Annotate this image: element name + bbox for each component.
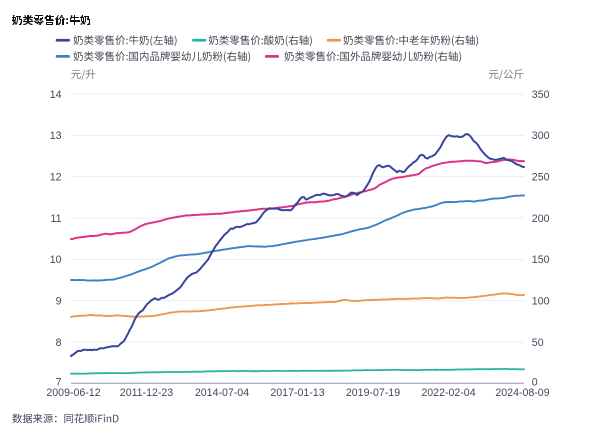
svg-text:250: 250 (532, 172, 550, 184)
svg-text:2022-02-04: 2022-02-04 (421, 387, 475, 399)
svg-text:2024-08-09: 2024-08-09 (495, 387, 549, 399)
svg-text:300: 300 (532, 130, 550, 142)
svg-text:8: 8 (56, 337, 62, 349)
svg-text:13: 13 (50, 130, 62, 142)
svg-text:2019-07-19: 2019-07-19 (346, 387, 400, 399)
svg-text:14: 14 (50, 89, 62, 101)
svg-text:10: 10 (50, 254, 62, 266)
svg-text:2009-06-12: 2009-06-12 (46, 387, 100, 399)
svg-text:11: 11 (51, 213, 62, 225)
svg-text:100: 100 (532, 296, 550, 308)
svg-text:350: 350 (532, 89, 550, 101)
svg-text:12: 12 (50, 172, 62, 184)
svg-text:2014-07-04: 2014-07-04 (195, 387, 249, 399)
svg-text:7: 7 (56, 377, 62, 389)
svg-text:150: 150 (532, 254, 550, 266)
svg-text:50: 50 (532, 337, 544, 349)
svg-text:200: 200 (532, 213, 550, 225)
svg-text:0: 0 (532, 377, 538, 389)
svg-text:9: 9 (56, 296, 62, 308)
svg-text:2017-01-13: 2017-01-13 (270, 387, 324, 399)
svg-text:2011-12-23: 2011-12-23 (120, 387, 174, 399)
